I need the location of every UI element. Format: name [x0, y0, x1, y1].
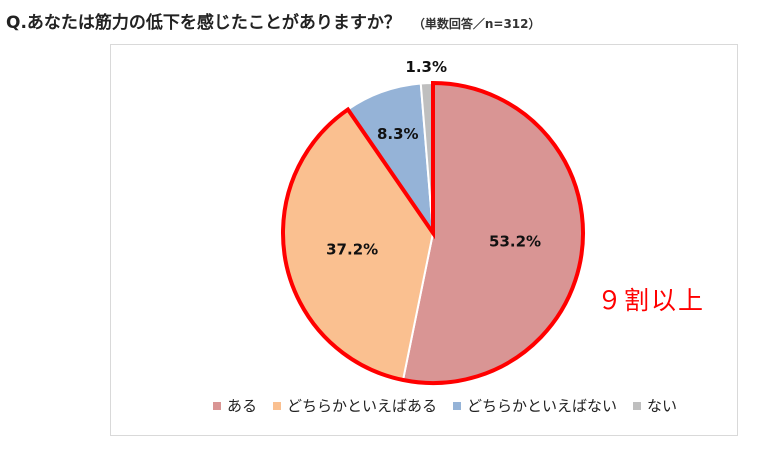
data-label-4: 1.3% [405, 58, 447, 76]
data-label-3: 8.3% [377, 125, 419, 143]
highlight-outline [281, 80, 585, 385]
data-label-2: 37.2% [326, 240, 378, 258]
legend-item-3: どちらかといえばない [453, 395, 617, 416]
callout-text: ９割以上 [597, 286, 706, 315]
legend-swatch [273, 401, 282, 410]
question-text: Q.あなたは筋力の低下を感じたことがありますか？ [6, 13, 401, 33]
legend-item-4: ない [633, 395, 677, 416]
legend-label: どちらかといえばない [467, 397, 618, 415]
legend-swatch [633, 401, 642, 410]
data-label-1: 53.2% [489, 232, 541, 250]
legend-swatch [453, 401, 462, 410]
legend-swatch [213, 401, 221, 410]
legend-item-2: どちらかといえばある [273, 395, 437, 416]
chart-legend: ある どちらかといえばある どちらかといえばない ない [213, 395, 677, 416]
legend-label: どちらかといえばある [287, 397, 438, 415]
question-note: （単数回答／n=312） [412, 17, 541, 31]
legend-label: ある [227, 397, 258, 415]
legend-label: ない [647, 397, 678, 415]
legend-item-1: ある [213, 395, 257, 416]
pie-chart: 53.2% 37.2% 8.3% 1.3% [281, 58, 585, 385]
chart-frame: 53.2% 37.2% 8.3% 1.3% ９割以上 ある どちらかといえばある どちらか… [110, 44, 738, 436]
question-title: Q.あなたは筋力の低下を感じたことがありますか？ （単数回答／n=312） [6, 8, 541, 33]
